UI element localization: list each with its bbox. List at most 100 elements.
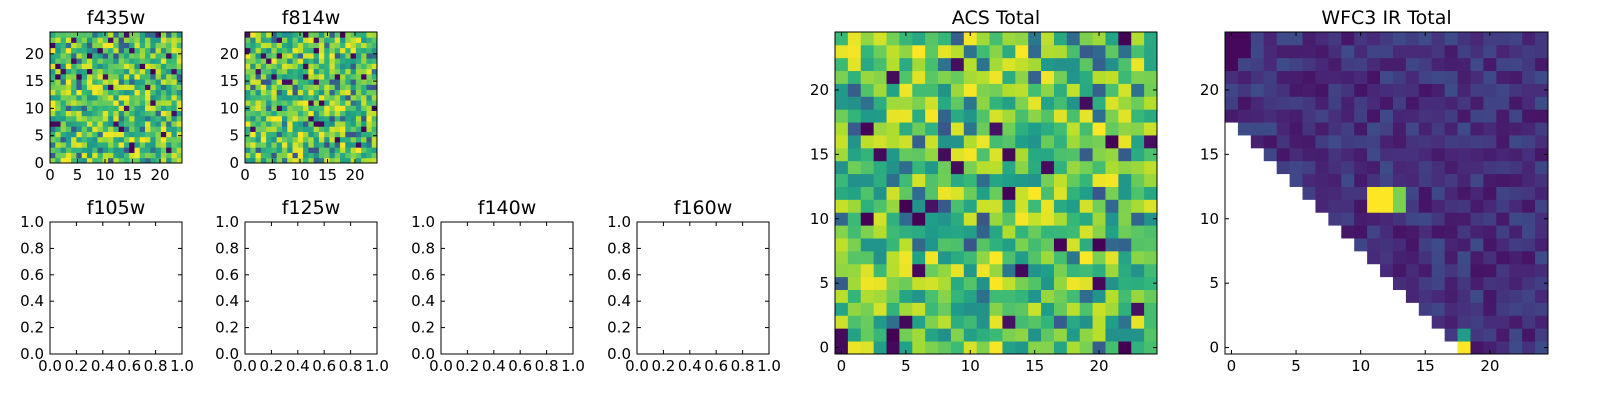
heatmap-cell [255,37,262,43]
heatmap-cell [1079,225,1093,239]
heatmap-cell [1418,147,1433,162]
heatmap-cell [371,100,378,106]
heatmap-cell [950,250,965,265]
heatmap-cell [118,121,125,127]
heatmap-cell [145,52,151,59]
heatmap-cell [835,341,849,355]
heatmap-cell [171,84,178,91]
heatmap-cell [1041,70,1055,84]
heatmap-cell [1354,225,1368,239]
heatmap-cell [81,147,88,153]
heatmap-cell [276,105,283,111]
heatmap-cell [1341,32,1355,46]
heatmap-cell [361,47,367,54]
heatmap-cell [860,160,875,175]
heatmap-cell [297,115,304,122]
heatmap-cell [318,79,325,85]
heatmap-cell [334,84,341,91]
heatmap-cell [50,115,56,122]
heatmap-cell [950,83,965,97]
heatmap-cell [129,52,135,59]
heatmap-cell [350,157,357,164]
heatmap-cell [55,100,61,106]
x-tick-label: 10 [961,357,980,375]
heatmap-cell [55,52,61,59]
heatmap-cell [134,157,141,164]
heatmap-cell [145,121,151,127]
heatmap-cell [1509,199,1523,213]
y-tick-label: 0.6 [20,266,44,284]
heatmap-cell [1483,212,1497,226]
heatmap-cell [76,58,83,64]
heatmap-cell [260,115,267,122]
heatmap-cell [266,136,272,143]
heatmap-cell [366,42,373,49]
heatmap-cell [1066,70,1081,84]
heatmap-cell [1509,328,1523,342]
heatmap-cell [1380,238,1394,252]
heatmap-cell [366,131,373,138]
heatmap-cell [361,110,367,117]
heatmap-cell [71,110,77,117]
heatmap-cell [1041,147,1055,162]
heatmap-cell [950,70,965,84]
heatmap-cell [308,147,315,153]
heatmap-cell [113,84,120,91]
heatmap-cell [313,152,320,159]
heatmap-cell [1092,302,1106,316]
heatmap-cell [1405,173,1420,187]
heatmap-cell [1263,32,1278,46]
x-tick-label: 15 [1025,357,1044,375]
heatmap-cell [271,142,278,148]
heatmap-cell [160,63,167,70]
heatmap-cell [139,73,146,80]
heatmap-cell [1392,57,1407,72]
heatmap-cell [308,115,315,122]
heatmap-cell [340,136,346,143]
heatmap-cell [1015,238,1029,252]
heatmap-cell [324,126,330,132]
heatmap-cell [1302,83,1316,97]
heatmap-cell [1079,250,1093,265]
heatmap-cell [1431,186,1446,200]
heatmap-cell [303,94,309,101]
heatmap-cell [1341,199,1355,213]
heatmap-cell [1028,83,1042,97]
heatmap-cell [334,131,341,138]
heatmap-cell [1380,212,1394,226]
heatmap-cell [1444,250,1458,265]
heatmap-cell [118,105,125,111]
heatmap-cell [108,32,114,38]
heatmap-cell [118,68,125,75]
heatmap-cell [1250,96,1265,110]
heatmap-cell [139,105,146,111]
heatmap-cell [989,276,1003,290]
heatmap-cell [113,136,120,143]
heatmap-cell [313,73,320,80]
heatmap-cell [1535,109,1549,123]
heatmap-cell [371,47,378,54]
heatmap-cell [139,100,146,106]
heatmap-cell [1131,250,1145,265]
heatmap-cell [245,147,251,153]
heatmap-cell [366,94,373,101]
heatmap-cell [345,42,351,49]
heatmap-cell [271,147,278,153]
heatmap-cell [350,58,357,64]
heatmap-cell [1066,302,1081,316]
heatmap-cell [847,302,862,316]
heatmap-cell [92,84,98,91]
heatmap-cell [1341,96,1355,110]
heatmap-cell [134,42,141,49]
heatmap-cell [340,37,346,43]
heatmap-cell [1015,96,1029,110]
heatmap-cell [350,142,357,148]
heatmap-cell [71,42,77,49]
heatmap-cell [1237,70,1252,84]
heatmap-cell [1392,160,1407,175]
heatmap-cell [329,157,336,164]
heatmap-cell [134,52,141,59]
heatmap-cell [1105,44,1119,59]
heatmap-cell [1457,70,1471,84]
heatmap-cell [1483,289,1497,303]
